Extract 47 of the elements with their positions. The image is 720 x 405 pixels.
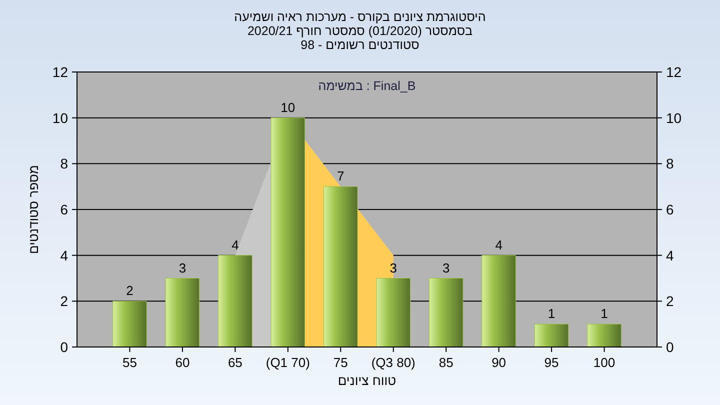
y-axis-title: מספר סטודנטים <box>26 165 41 254</box>
y2-tick-label: 10 <box>666 110 682 126</box>
x-tick-label: 75 <box>333 355 348 370</box>
data-label: 3 <box>390 260 397 276</box>
data-label: 10 <box>280 100 296 115</box>
y2-tick-label: 8 <box>666 156 674 172</box>
bar <box>218 255 252 348</box>
chart-title: היסטוגרמת ציונים בקורס - מערכות ראיה ושמיעה <box>234 10 486 24</box>
data-label: 2 <box>126 283 134 298</box>
data-label: 7 <box>337 168 344 184</box>
y-tick-label: 10 <box>52 110 68 126</box>
x-tick-label: 90 <box>492 355 506 370</box>
data-label: 4 <box>495 237 502 252</box>
x-tick-label: 65 <box>228 355 242 370</box>
y-tick-label: 2 <box>60 293 68 310</box>
bar <box>165 278 200 348</box>
x-tick-label: (Q1 70) <box>266 355 310 370</box>
y2-tick-label: 2 <box>666 293 674 310</box>
y2-tick-label: 4 <box>666 247 674 264</box>
chart-subtitle: בסמסטר (01/2020) סמסטר חורף 2020/21 סטודנטים רשומים - 98 <box>247 24 474 52</box>
x-tick-label: 60 <box>175 355 190 370</box>
annotation: במשימה : Final_B <box>318 79 416 93</box>
data-label: 3 <box>442 260 450 276</box>
y2-tick-label: 6 <box>666 202 674 218</box>
bar <box>112 300 147 348</box>
x-tick-label: (Q3 80) <box>371 355 416 370</box>
x-tick-label: 100 <box>593 355 616 370</box>
y-tick-label: 6 <box>60 202 68 218</box>
data-label: 3 <box>178 260 186 276</box>
y2-tick-label: 0 <box>666 339 674 355</box>
x-axis-title: טווח ציונים <box>338 373 396 388</box>
data-label: 4 <box>232 237 239 252</box>
bar <box>534 324 569 348</box>
y-tick-label: 12 <box>52 64 68 80</box>
y-tick-label: 0 <box>60 339 68 355</box>
y-tick-label: 8 <box>60 156 68 172</box>
bar <box>428 278 464 348</box>
bar <box>587 324 622 348</box>
x-tick-label: 55 <box>122 355 137 370</box>
data-label: 1 <box>600 306 608 322</box>
x-tick-label: 85 <box>438 355 454 370</box>
y2-tick-label: 12 <box>666 64 682 80</box>
bar <box>376 278 410 348</box>
data-label: 1 <box>548 306 556 322</box>
bar <box>482 255 516 348</box>
y-tick-label: 4 <box>60 247 68 264</box>
x-tick-label: 95 <box>544 355 559 370</box>
